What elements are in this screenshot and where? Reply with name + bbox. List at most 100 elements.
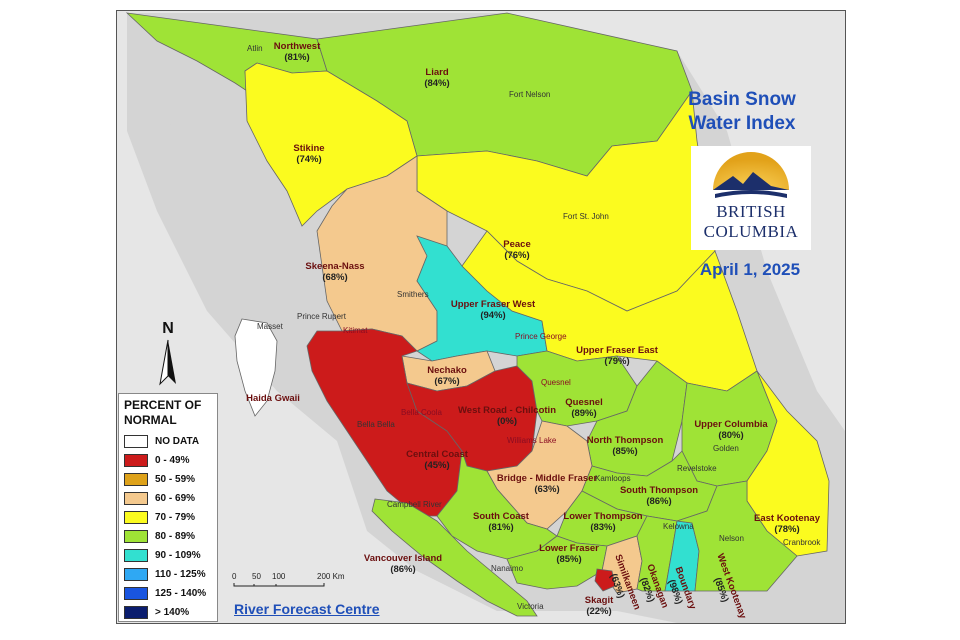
basin-label: Northwest(81%) bbox=[274, 41, 321, 63]
basin-skagit bbox=[594, 568, 616, 592]
basin-percent: (86%) bbox=[646, 496, 671, 507]
legend-item: 80 - 89% bbox=[124, 527, 212, 546]
legend-items: NO DATA 0 - 49% 50 - 59% 60 - 69% 70 - 79% 80… bbox=[124, 432, 212, 622]
town-label: Prince Rupert bbox=[297, 312, 347, 321]
basin-percent: (76%) bbox=[504, 250, 529, 261]
town-labels: Atlin Fort Nelson Fort St. John Smithers Pri… bbox=[247, 44, 821, 611]
basin-name: South Coast bbox=[473, 511, 530, 522]
scale-label-0: 0 bbox=[232, 572, 237, 581]
basin-name: Central Coast bbox=[406, 449, 469, 460]
basin-percent: (81%) bbox=[284, 52, 309, 63]
town-label: Williams Lake bbox=[507, 436, 557, 445]
basin-name: Upper Fraser East bbox=[576, 345, 659, 356]
basin-percent: (89%) bbox=[571, 408, 596, 419]
basin-percent: (85%) bbox=[556, 554, 581, 565]
town-label: Prince George bbox=[515, 332, 567, 341]
basin-label: Upper Fraser West(94%) bbox=[451, 299, 536, 321]
legend-item: > 140% bbox=[124, 603, 212, 622]
basin-label: Quesnel(89%) bbox=[565, 397, 603, 419]
basin-percent: (84%) bbox=[424, 78, 449, 89]
legend-item: 90 - 109% bbox=[124, 546, 212, 565]
map-title: Basin Snow Water Index bbox=[652, 88, 832, 136]
town-label: Cranbrook bbox=[783, 538, 821, 547]
legend-title-line1: PERCENT OF bbox=[124, 398, 202, 412]
north-arrow-icon bbox=[159, 339, 176, 386]
legend-label: 50 - 59% bbox=[155, 474, 196, 485]
basin-label: Stikine(74%) bbox=[293, 143, 324, 165]
basin-name: Peace bbox=[503, 239, 530, 250]
basin-name: Upper Columbia bbox=[694, 419, 768, 430]
basin-percent: (94%) bbox=[480, 310, 505, 321]
scale-label-200: 200 Km bbox=[317, 572, 345, 581]
legend-label: NO DATA bbox=[155, 436, 200, 447]
basin-label: Lower Fraser(85%) bbox=[539, 543, 599, 565]
town-label: Golden bbox=[713, 444, 739, 453]
legend-item: 0 - 49% bbox=[124, 451, 212, 470]
legend-swatch bbox=[124, 454, 148, 467]
town-label: Fort St. John bbox=[563, 212, 609, 221]
legend-swatch bbox=[124, 511, 148, 524]
basin-name: Northwest bbox=[274, 41, 321, 52]
basin-percent: (79%) bbox=[604, 356, 629, 367]
credit-link[interactable]: River Forecast Centre bbox=[234, 601, 380, 617]
basin-name: Quesnel bbox=[565, 397, 603, 408]
basin-percent: (22%) bbox=[586, 606, 611, 617]
legend: PERCENT OF NORMAL NO DATA 0 - 49% 50 - 59%… bbox=[118, 393, 218, 622]
basin-snow-map: Northwest (81%) Liard (84%) Stikine (74%) Peac… bbox=[116, 10, 846, 624]
town-label: Smithers bbox=[397, 290, 429, 299]
basin-label: Bridge - Middle Fraser(63%) bbox=[497, 473, 598, 495]
scale-bar: 0 50 100 200 Km bbox=[232, 572, 352, 588]
legend-swatch bbox=[124, 606, 148, 619]
legend-swatch bbox=[124, 587, 148, 600]
map-title-line1: Basin Snow bbox=[688, 89, 796, 110]
bc-logo: BRITISH COLUMBIA bbox=[691, 146, 811, 250]
basin-label: Liard(84%) bbox=[424, 67, 449, 89]
town-label: Kamloops bbox=[595, 474, 631, 483]
basin-name: Lower Fraser bbox=[539, 543, 599, 554]
legend-label: 110 - 125% bbox=[155, 569, 206, 580]
basin-label: Skeena-Nass(68%) bbox=[305, 261, 364, 283]
town-label: Quesnel bbox=[541, 378, 571, 387]
basin-label: Central Coast(45%) bbox=[406, 449, 469, 471]
basin-label: Nechako(67%) bbox=[427, 365, 467, 387]
town-label: Campbell River bbox=[387, 500, 442, 509]
basin-name: Bridge - Middle Fraser bbox=[497, 473, 598, 484]
basin-label: Upper Columbia(80%) bbox=[694, 419, 768, 441]
town-label: Masset bbox=[257, 322, 284, 331]
basin-haida-gwaii bbox=[234, 318, 278, 417]
legend-swatch bbox=[124, 435, 148, 448]
basin-percent: (67%) bbox=[434, 376, 459, 387]
basin-name: Haida Gwaii bbox=[246, 393, 300, 404]
basin-label: Haida Gwaii bbox=[246, 393, 300, 404]
basin-label: Lower Thompson(83%) bbox=[563, 511, 642, 533]
town-label: Bella Coola bbox=[401, 408, 442, 417]
legend-title-line2: NORMAL bbox=[124, 413, 177, 427]
scale-label-50: 50 bbox=[252, 572, 261, 581]
basin-label: North Thompson(85%) bbox=[587, 435, 664, 457]
legend-label: 125 - 140% bbox=[155, 588, 207, 599]
basin-name: North Thompson bbox=[587, 435, 664, 446]
basin-label: Peace(76%) bbox=[503, 239, 530, 261]
north-label: N bbox=[162, 320, 174, 337]
basin-percent: (81%) bbox=[488, 522, 513, 533]
basin-percent: (74%) bbox=[296, 154, 321, 165]
town-label: Revelstoke bbox=[677, 464, 717, 473]
legend-label: > 140% bbox=[155, 607, 190, 618]
legend-label: 0 - 49% bbox=[155, 455, 190, 466]
legend-item: 60 - 69% bbox=[124, 489, 212, 508]
legend-label: 80 - 89% bbox=[155, 531, 196, 542]
basin-percent: (63%) bbox=[534, 484, 559, 495]
legend-item: NO DATA bbox=[124, 432, 212, 451]
basin-percent: (85%) bbox=[612, 446, 637, 457]
town-label: Fort Nelson bbox=[509, 90, 550, 99]
basin-name: South Thompson bbox=[620, 485, 698, 496]
basin-label: South Coast(81%) bbox=[473, 511, 530, 533]
basin-name: West Road - Chilcotin bbox=[458, 405, 556, 416]
basin-name: Lower Thompson bbox=[563, 511, 642, 522]
legend-item: 110 - 125% bbox=[124, 565, 212, 584]
legend-swatch bbox=[124, 473, 148, 486]
basin-percent: (45%) bbox=[424, 460, 449, 471]
basin-name: Skagit bbox=[585, 595, 614, 606]
town-label: Kelowna bbox=[663, 522, 694, 531]
basin-percent: (83%) bbox=[590, 522, 615, 533]
